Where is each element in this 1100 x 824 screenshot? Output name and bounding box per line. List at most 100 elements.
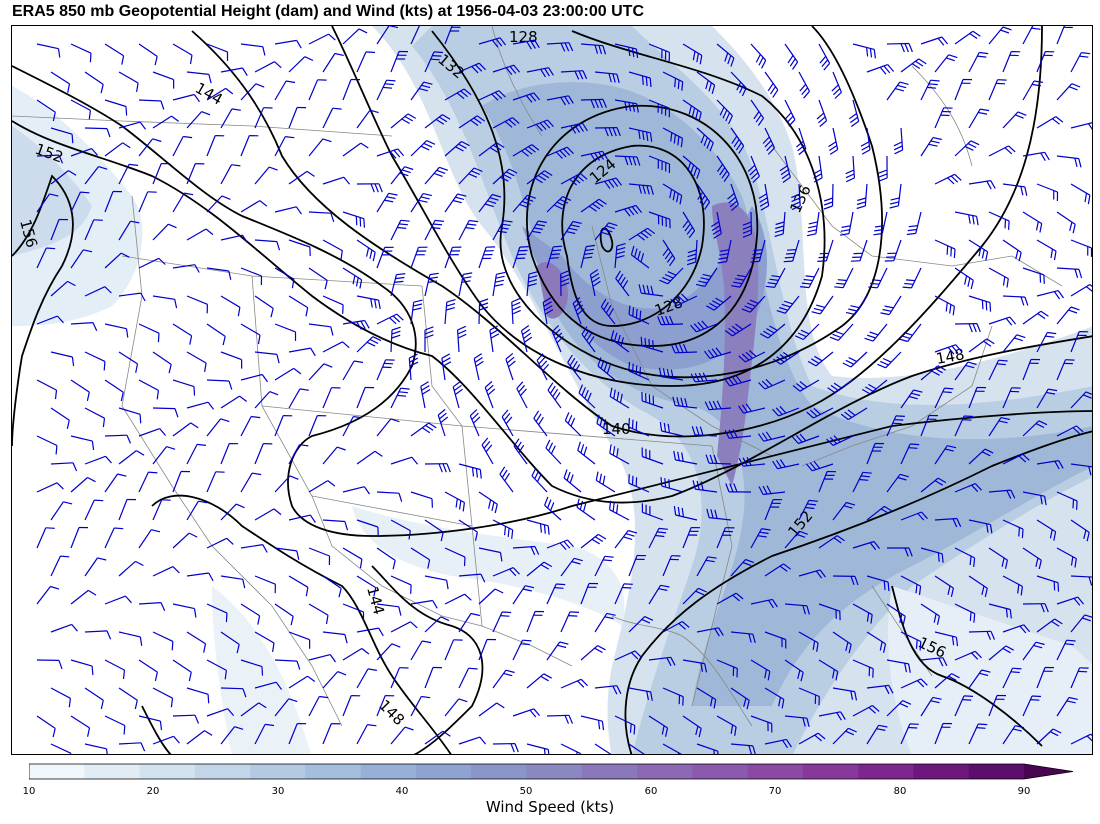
wind-barb: [580, 533, 607, 549]
wind-barb: [705, 454, 732, 465]
wind-barb: [444, 299, 456, 325]
wind-barb: [206, 43, 229, 61]
wind-barb: [390, 50, 409, 73]
wind-barb: [968, 630, 996, 640]
wind-barb: [968, 669, 991, 689]
wind-barb: [288, 347, 316, 357]
wind-barb: [798, 631, 819, 652]
wind-barb: [376, 547, 396, 570]
weather-map[interactable]: 128 132 144 152 156 124 136 128 148 140 …: [11, 25, 1093, 755]
wind-barb: [308, 33, 336, 45]
wind-barb: [628, 616, 654, 633]
wind-barb: [342, 211, 365, 228]
wind-barb: [478, 246, 496, 269]
wind-barb: [84, 219, 103, 241]
wind-barb: [818, 43, 831, 71]
wind-barb: [342, 647, 370, 661]
wind-barb: [900, 58, 927, 73]
wind-barb: [458, 219, 479, 241]
wind-barb: [893, 127, 904, 155]
wind-barb: [724, 429, 752, 439]
wind-barb: [220, 108, 241, 129]
wind-barb: [206, 267, 232, 280]
wind-barb: [322, 671, 347, 689]
wind-barb: [36, 659, 63, 670]
wind-barb: [390, 166, 414, 185]
wind-barb: [36, 247, 56, 269]
wind-barb: [152, 446, 176, 465]
wind-barb: [662, 555, 681, 577]
wind-barb: [410, 299, 423, 325]
wind-barb: [172, 603, 197, 618]
wind-barb: [1022, 80, 1043, 101]
wind-barb: [812, 155, 823, 183]
wind-barb: [70, 379, 90, 402]
wind-barb: [220, 164, 241, 185]
wind-barb: [424, 219, 444, 241]
wind-barb: [444, 698, 468, 717]
wind-barb: [1056, 211, 1076, 234]
wind-barb: [887, 547, 913, 557]
wind-barb: [84, 499, 104, 521]
wind-barb: [220, 631, 240, 654]
wind-barb: [410, 26, 420, 45]
wind-barb: [564, 412, 582, 437]
wind-barb: [104, 473, 127, 493]
wind-barb: [240, 200, 268, 213]
colorbar-swatch: [360, 764, 417, 779]
wind-barb: [886, 415, 905, 437]
wind-barb: [742, 211, 752, 238]
wind-barb: [138, 428, 167, 437]
wind-barb: [704, 400, 732, 411]
wind-barb: [206, 379, 233, 390]
wind-barb: [458, 272, 473, 297]
wind-barb: [776, 295, 800, 314]
wind-barb: [988, 211, 1010, 230]
wind-barb: [84, 455, 112, 465]
wind-barb: [834, 267, 854, 289]
wind-barb: [798, 732, 826, 745]
wind-barb: [1056, 306, 1080, 325]
wind-barb: [662, 183, 683, 205]
wind-barb: [1002, 667, 1022, 689]
wind-barb: [186, 295, 208, 314]
colorbar-swatch: [84, 764, 141, 779]
wind-barb: [390, 667, 409, 689]
wind-barb: [390, 575, 412, 594]
wind-barb: [50, 170, 77, 185]
wind-barb: [50, 687, 71, 708]
wind-barb: [954, 211, 979, 226]
wind-barb: [798, 569, 826, 579]
wind-barb: [696, 183, 711, 210]
wind-barb: [308, 138, 332, 157]
wind-barb: [716, 592, 744, 605]
wind-barb: [36, 315, 64, 325]
wind-barb: [546, 641, 569, 661]
wind-barb: [84, 166, 108, 185]
wind-barb: [614, 99, 639, 113]
wind-barb: [512, 585, 535, 605]
wind-barb: [70, 526, 89, 549]
wind-barb: [886, 700, 912, 717]
wind-barb: [342, 78, 361, 101]
wind-barb: [1036, 575, 1060, 592]
wind-barb: [902, 267, 922, 289]
wind-barb: [501, 409, 514, 437]
wind-barb: [886, 603, 906, 626]
wind-barb: [104, 142, 131, 157]
wind-barb: [186, 500, 208, 521]
wind-barb: [648, 527, 668, 549]
wind-barb: [444, 246, 462, 269]
wind-barb: [1002, 519, 1024, 539]
wind-barb: [954, 140, 980, 157]
wind-barb: [832, 501, 856, 521]
wind-barb: [484, 381, 496, 409]
wind-barb: [750, 239, 766, 263]
wind-barb: [444, 140, 470, 157]
wind-barb: [628, 743, 645, 754]
wind-barb: [206, 323, 226, 346]
wind-barb: [988, 267, 1009, 288]
wind-barb: [274, 323, 297, 341]
wind-barb: [968, 108, 990, 129]
wind-barb: [716, 155, 730, 182]
